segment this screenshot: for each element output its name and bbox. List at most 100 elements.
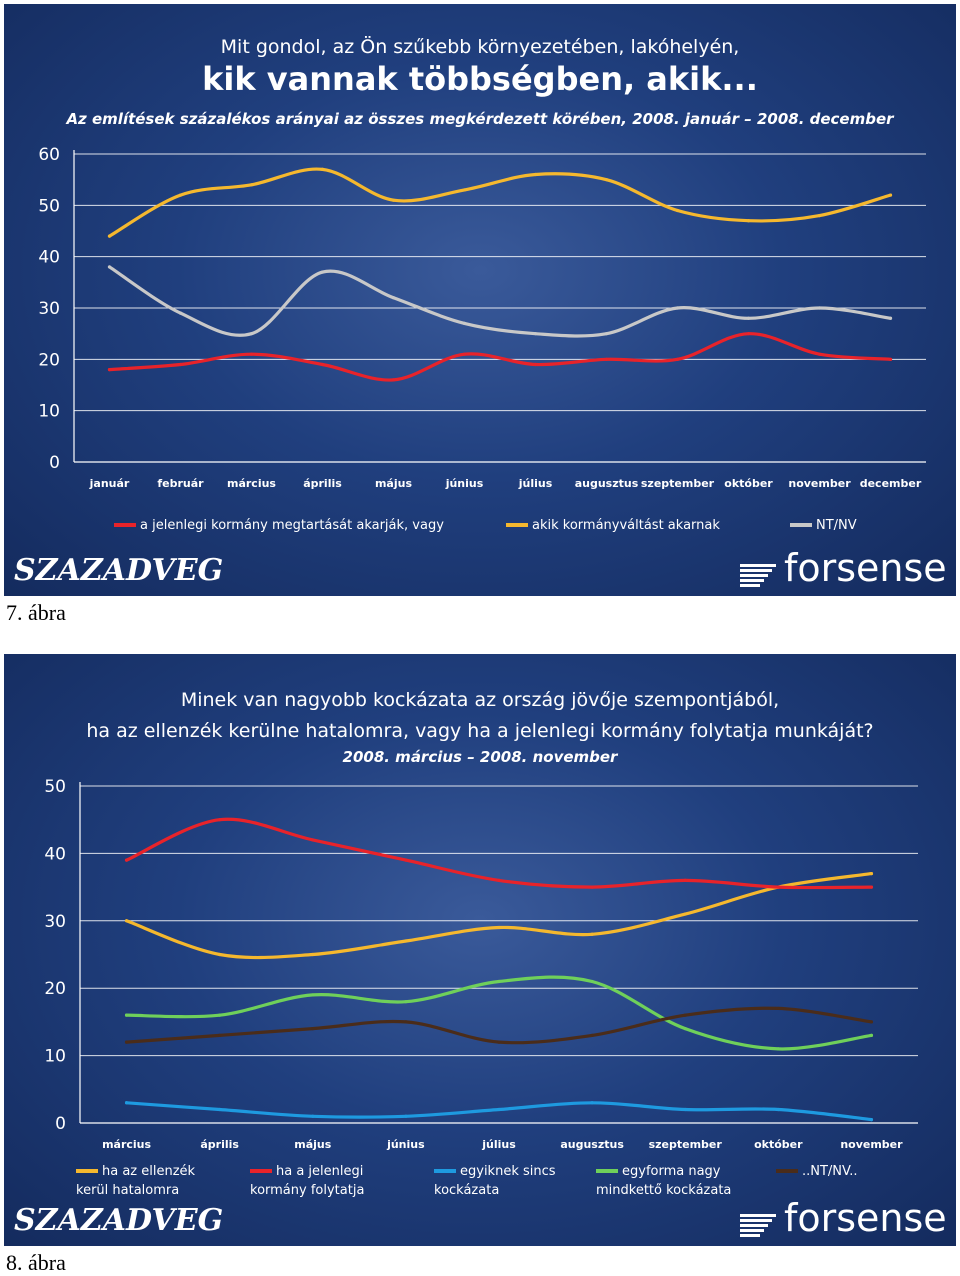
data-point	[124, 858, 129, 862]
chart-title-line-2: ha az ellenzék kerülne hatalomra, vagy h…	[86, 720, 873, 742]
data-point	[675, 208, 680, 213]
chart-subtitle: Az említések százalékos arányai az össze…	[65, 110, 895, 128]
series-line	[107, 265, 893, 338]
data-point	[746, 219, 751, 223]
data-point	[888, 193, 893, 197]
data-point	[218, 1013, 222, 1017]
data-point	[776, 1107, 780, 1112]
data-point	[590, 979, 594, 984]
logo-stripe	[740, 579, 764, 582]
y-tick-label: 10	[44, 1047, 66, 1067]
figure-caption-7: 7. ábra	[6, 600, 66, 625]
chart-8-svg: Minek van nagyobb kockázata az ország jö…	[14, 689, 947, 1240]
data-point	[746, 316, 751, 320]
x-tick-label: április	[303, 477, 342, 490]
data-point	[218, 952, 222, 957]
data-point	[320, 167, 325, 171]
logo-stripe	[740, 584, 760, 587]
data-point	[776, 885, 780, 889]
logo-forsense: forsense	[784, 546, 947, 590]
data-point	[776, 1006, 780, 1011]
chart-panel-7: Mit gondol, az Ön szűkebb környezetében,…	[4, 4, 956, 596]
legend-label: akik kormányváltást akarnak	[532, 518, 720, 533]
data-point	[218, 1033, 222, 1037]
data-point	[888, 316, 893, 320]
data-point	[497, 979, 501, 984]
chart-7-svg: Mit gondol, az Ön szűkebb környezetében,…	[14, 35, 947, 590]
data-point	[391, 296, 396, 300]
x-tick-label: április	[200, 1138, 239, 1151]
data-point	[462, 188, 467, 192]
logo-szazadveg: SZAZADVEG	[14, 553, 223, 588]
y-tick-label: 40	[38, 248, 60, 268]
data-point	[107, 368, 112, 372]
x-tick-label: január	[89, 477, 130, 490]
data-point	[124, 919, 129, 923]
data-point	[218, 818, 222, 822]
data-point	[497, 1107, 501, 1112]
logo-szazadveg: SZAZADVEG	[14, 1203, 223, 1238]
logo-stripe	[740, 1214, 776, 1217]
x-tick-label: október	[724, 477, 773, 490]
x-tick-label: június	[445, 477, 484, 490]
logo-stripe	[740, 564, 776, 567]
chart-title-line-1: Minek van nagyobb kockázata az ország jö…	[181, 689, 779, 711]
logo-stripe	[740, 569, 772, 572]
data-point	[311, 993, 315, 997]
x-tick-label: szeptember	[649, 1138, 723, 1151]
data-point	[675, 306, 680, 310]
data-point	[683, 1013, 687, 1017]
data-point	[311, 952, 315, 957]
x-tick-label: június	[386, 1138, 425, 1151]
data-point	[391, 378, 396, 382]
data-point	[311, 1114, 315, 1118]
forsense-logo-icon	[740, 1214, 776, 1237]
x-tick-label: augusztus	[575, 477, 639, 490]
y-tick-label: 0	[55, 1114, 66, 1134]
data-point	[604, 178, 609, 182]
logo-stripe	[740, 1224, 768, 1227]
data-point	[391, 198, 396, 202]
data-point	[497, 925, 501, 930]
series-line	[124, 1101, 873, 1122]
chart-title-line-1: Mit gondol, az Ön szűkebb környezetében,…	[221, 35, 740, 58]
legend-label: ..NT/NV..	[802, 1164, 858, 1179]
data-point	[533, 362, 538, 367]
y-tick-label: 30	[44, 912, 66, 932]
data-point	[683, 1107, 687, 1112]
y-tick-label: 30	[38, 299, 60, 319]
y-tick-label: 10	[38, 402, 60, 422]
data-point	[218, 1107, 222, 1112]
logo-stripe	[740, 574, 768, 577]
y-tick-label: 40	[44, 844, 66, 864]
data-point	[533, 172, 538, 177]
data-point	[404, 1020, 408, 1024]
data-point	[817, 352, 822, 356]
data-point	[590, 1101, 594, 1105]
x-tick-label: március	[227, 477, 276, 490]
data-point	[590, 932, 594, 936]
data-point	[869, 872, 874, 876]
y-tick-label: 60	[38, 145, 60, 165]
data-point	[311, 838, 315, 842]
logo-stripe	[740, 1234, 760, 1237]
data-point	[869, 1020, 874, 1024]
series-line	[107, 332, 893, 382]
y-tick-label: 0	[49, 453, 60, 473]
data-point	[249, 332, 254, 336]
series-line	[107, 167, 893, 238]
data-point	[590, 885, 594, 889]
legend-label: a jelenlegi kormány megtartását akarják,…	[140, 518, 444, 533]
chart-subtitle: 2008. március – 2008. november	[343, 748, 620, 766]
data-point	[178, 193, 183, 197]
x-tick-label: december	[860, 477, 922, 490]
data-point	[683, 912, 687, 916]
chart-panel-8: Minek van nagyobb kockázata az ország jö…	[4, 654, 956, 1246]
data-point	[249, 183, 254, 187]
data-point	[124, 1040, 129, 1044]
x-tick-label: augusztus	[560, 1138, 624, 1151]
data-point	[497, 1040, 501, 1044]
data-point	[590, 1033, 594, 1037]
data-point	[497, 878, 501, 882]
forsense-logo-icon	[740, 564, 776, 587]
